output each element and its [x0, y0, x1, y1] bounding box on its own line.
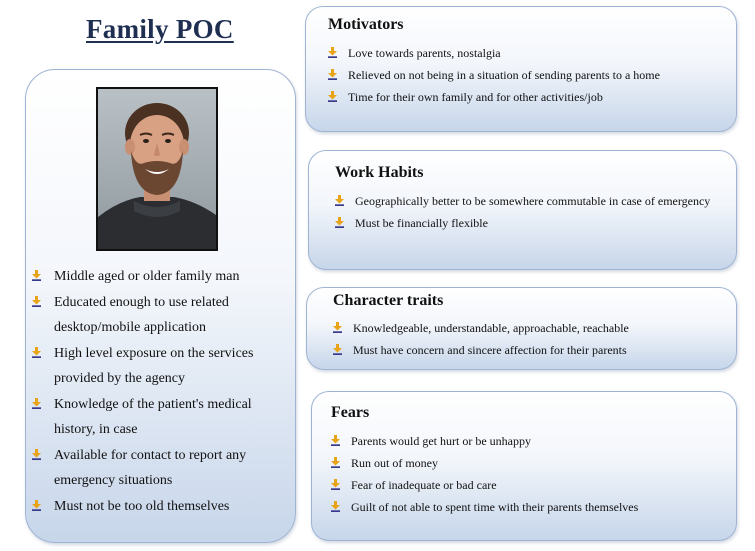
work-habits-panel: Work Habits Geographically better to be …: [308, 150, 737, 270]
list-item-text: Must have concern and sincere affection …: [353, 343, 627, 357]
list-item-text: Relieved on not being in a situation of …: [348, 68, 660, 82]
list-item-text: Knowledgeable, understandable, approacha…: [353, 321, 629, 335]
arrow-bullet-icon: [32, 499, 41, 511]
list-item: Time for their own family and for other …: [328, 86, 724, 108]
list-item-text: Knowledge of the patient's medical histo…: [54, 396, 252, 438]
list-item-text: Fear of inadequate or bad care: [351, 478, 497, 492]
work-habits-list: Geographically better to be somewhere co…: [335, 190, 724, 234]
list-item: Parents would get hurt or be unhappy: [331, 430, 724, 452]
list-item: Knowledgeable, understandable, approacha…: [333, 317, 724, 339]
arrow-bullet-icon: [328, 69, 337, 80]
list-item: Must not be too old themselves: [32, 494, 287, 520]
arrow-bullet-icon: [333, 344, 342, 355]
list-item: Must have concern and sincere affection …: [333, 339, 724, 361]
fears-panel: Fears Parents would get hurt or be unhap…: [311, 391, 737, 541]
arrow-bullet-icon: [331, 501, 340, 512]
list-item-text: Geographically better to be somewhere co…: [355, 194, 711, 208]
fears-heading: Fears: [331, 404, 370, 421]
character-traits-list: Knowledgeable, understandable, approacha…: [333, 317, 724, 361]
arrow-bullet-icon: [331, 435, 340, 446]
list-item: High level exposure on the services prov…: [32, 341, 287, 392]
list-item: Fear of inadequate or bad care: [331, 474, 724, 496]
arrow-bullet-icon: [331, 479, 340, 490]
list-item-text: Available for contact to report any emer…: [54, 447, 247, 489]
character-traits-heading: Character traits: [333, 292, 444, 309]
arrow-bullet-icon: [32, 397, 41, 409]
arrow-bullet-icon: [333, 322, 342, 333]
list-item: Available for contact to report any emer…: [32, 443, 287, 494]
motivators-panel: Motivators Love towards parents, nostalg…: [305, 6, 737, 132]
arrow-bullet-icon: [32, 448, 41, 460]
arrow-bullet-icon: [32, 270, 41, 281]
list-item-text: Middle aged or older family man: [54, 269, 240, 284]
list-item: Geographically better to be somewhere co…: [335, 190, 724, 212]
arrow-bullet-icon: [328, 47, 337, 58]
list-item-text: Love towards parents, nostalgia: [348, 46, 501, 60]
list-item: Must be financially flexible: [335, 212, 724, 234]
arrow-bullet-icon: [32, 346, 41, 358]
list-item-text: High level exposure on the services prov…: [54, 345, 254, 387]
person-photo-icon: [98, 89, 216, 249]
list-item: Love towards parents, nostalgia: [328, 42, 724, 64]
profile-list: Middle aged or older family man Educated …: [32, 264, 287, 519]
arrow-bullet-icon: [328, 91, 337, 102]
list-item-text: Educated enough to use related desktop/m…: [54, 294, 229, 336]
list-item-text: Guilt of not able to spent time with the…: [351, 500, 639, 514]
list-item: Guilt of not able to spent time with the…: [331, 496, 724, 518]
list-item-text: Must not be too old themselves: [54, 498, 230, 514]
person-photo: [96, 87, 218, 251]
list-item-text: Must be financially flexible: [355, 216, 488, 230]
list-item: Knowledge of the patient's medical histo…: [32, 392, 287, 443]
list-item-text: Run out of money: [351, 456, 438, 470]
list-item: Run out of money: [331, 452, 724, 474]
motivators-list: Love towards parents, nostalgia Relieved …: [328, 42, 724, 108]
page-title: Family POC: [86, 14, 234, 44]
work-habits-heading: Work Habits: [335, 164, 424, 181]
arrow-bullet-icon: [32, 295, 41, 307]
arrow-bullet-icon: [331, 457, 340, 468]
list-item-text: Parents would get hurt or be unhappy: [351, 434, 531, 448]
list-item: Educated enough to use related desktop/m…: [32, 290, 287, 341]
list-item-text: Time for their own family and for other …: [348, 90, 603, 104]
profile-panel: Middle aged or older family man Educated …: [25, 69, 296, 543]
list-item: Relieved on not being in a situation of …: [328, 64, 724, 86]
character-traits-panel: Character traits Knowledgeable, understa…: [306, 287, 737, 370]
list-item: Middle aged or older family man: [32, 264, 287, 290]
arrow-bullet-icon: [335, 217, 344, 228]
fears-list: Parents would get hurt or be unhappy Run …: [331, 430, 724, 518]
arrow-bullet-icon: [335, 195, 344, 206]
motivators-heading: Motivators: [328, 16, 404, 33]
